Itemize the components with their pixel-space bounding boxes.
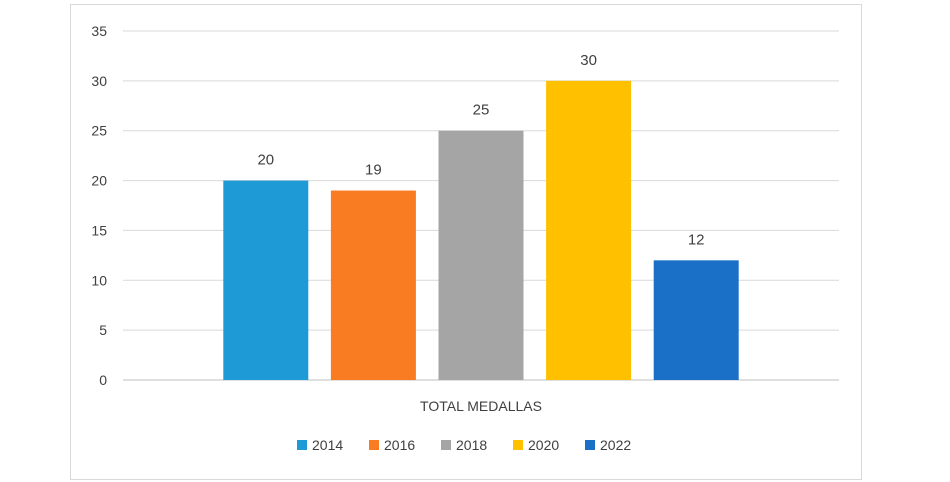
legend-swatch bbox=[369, 440, 379, 450]
legend-swatch bbox=[585, 440, 595, 450]
legend-swatch bbox=[441, 440, 451, 450]
y-tick-label: 30 bbox=[91, 73, 107, 89]
y-tick-label: 0 bbox=[99, 372, 107, 388]
y-axis-ticks: 0 5 10 15 20 25 30 35 bbox=[91, 23, 107, 388]
y-tick-label: 15 bbox=[91, 222, 107, 238]
legend-item-2018: 2018 bbox=[441, 437, 487, 453]
legend-swatch bbox=[297, 440, 307, 450]
legend-label: 2020 bbox=[528, 437, 559, 453]
bar-chart: 0 5 10 15 20 25 30 35 20 19 25 30 12 TOTAL MEDALLAS… bbox=[91, 23, 839, 453]
bar-2018 bbox=[438, 130, 524, 380]
bars bbox=[223, 80, 739, 380]
y-tick-label: 25 bbox=[91, 123, 107, 139]
x-category-label: TOTAL MEDALLAS bbox=[420, 398, 542, 414]
bar-2022 bbox=[653, 260, 739, 380]
bar-2020 bbox=[546, 80, 632, 380]
bar-2016 bbox=[330, 190, 416, 380]
legend-label: 2018 bbox=[456, 437, 487, 453]
legend-item-2020: 2020 bbox=[513, 437, 559, 453]
legend-label: 2014 bbox=[312, 437, 343, 453]
data-label-2018: 25 bbox=[473, 102, 490, 119]
legend-item-2022: 2022 bbox=[585, 437, 631, 453]
data-label-2022: 12 bbox=[688, 231, 705, 248]
data-label-2014: 20 bbox=[257, 152, 274, 169]
y-tick-label: 10 bbox=[91, 272, 107, 288]
legend-item-2016: 2016 bbox=[369, 437, 415, 453]
y-tick-label: 20 bbox=[91, 173, 107, 189]
legend-item-2014: 2014 bbox=[297, 437, 343, 453]
data-label-2016: 19 bbox=[365, 162, 382, 179]
bar-2014 bbox=[223, 180, 309, 380]
legend: 2014 2016 2018 2020 2022 bbox=[297, 437, 631, 453]
legend-swatch bbox=[513, 440, 523, 450]
data-label-2020: 30 bbox=[580, 52, 597, 69]
y-tick-label: 35 bbox=[91, 23, 107, 39]
legend-label: 2022 bbox=[600, 437, 631, 453]
y-tick-label: 5 bbox=[99, 322, 107, 338]
data-labels: 20 19 25 30 12 bbox=[257, 52, 704, 248]
chart-frame: 0 5 10 15 20 25 30 35 20 19 25 30 12 TOTAL MEDALLAS… bbox=[70, 4, 862, 480]
legend-label: 2016 bbox=[384, 437, 415, 453]
